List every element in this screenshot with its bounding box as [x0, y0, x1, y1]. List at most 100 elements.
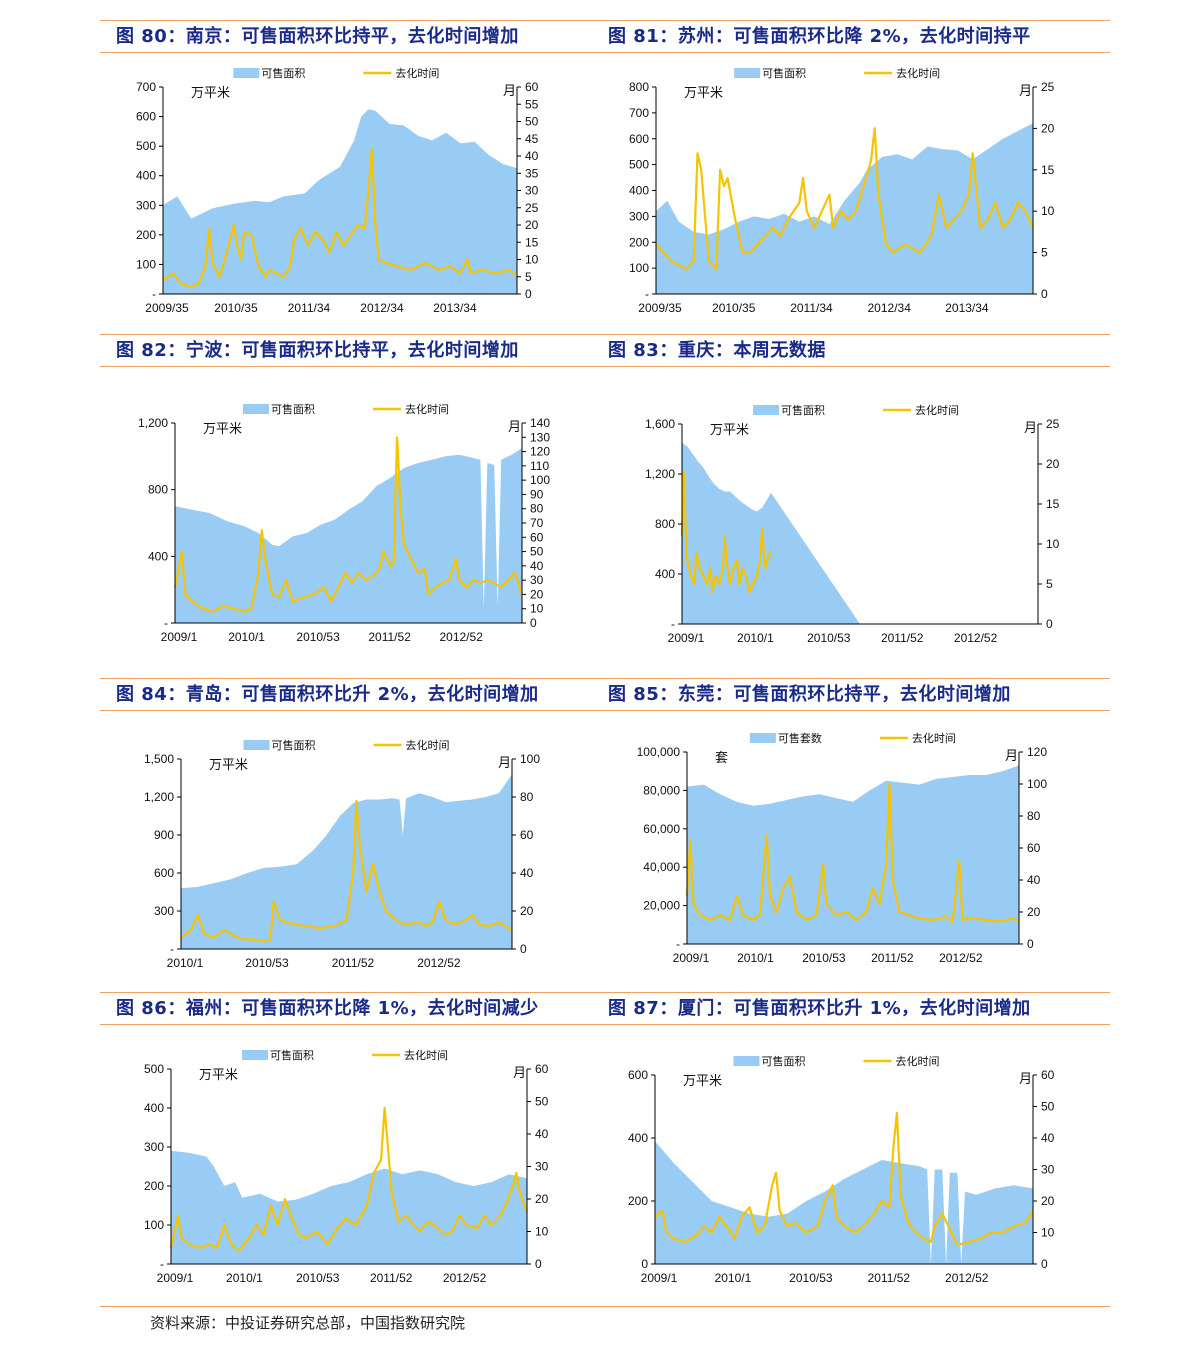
right-tick-label: 100 — [1027, 777, 1047, 791]
right-tick-label: 20 — [520, 904, 534, 918]
left-unit-label: 套 — [715, 750, 728, 766]
rule — [100, 334, 1110, 335]
x-tick-label: 2011/52 — [370, 1271, 413, 1285]
line-series — [655, 127, 1035, 271]
left-tick-label: 500 — [629, 158, 649, 172]
legend-label: 去化时间 — [896, 1054, 940, 1068]
legend-label: 去化时间 — [395, 66, 439, 80]
line-series — [169, 1106, 529, 1253]
chart-title: 图 82：宁波：可售面积环比持平，去化时间增加 — [116, 340, 519, 361]
right-tick-label: 0 — [530, 616, 537, 630]
chart-title: 图 81：苏州：可售面积环比降 2%，去化时间持平 — [608, 26, 1031, 47]
x-tick-label: 2010/35 — [214, 301, 258, 315]
right-tick-label: 10 — [535, 1225, 549, 1239]
x-tick-label: 2012/34 — [868, 301, 912, 315]
right-tick-label: 50 — [1041, 1100, 1055, 1114]
right-tick-label: 60 — [520, 828, 534, 842]
x-tick-label: 2010/1 — [226, 1271, 263, 1285]
legend-label: 可售面积 — [762, 66, 806, 80]
right-tick-label: 25 — [1046, 417, 1060, 431]
right-tick-label: 90 — [530, 487, 544, 501]
legend-label: 可售面积 — [270, 1048, 314, 1062]
area-series — [656, 123, 1033, 294]
left-unit-label: 万平米 — [199, 1068, 238, 1083]
left-tick-label: 600 — [628, 1068, 648, 1082]
chart-1: 800 700 600 500 400 300 200 100 - 25 20 15 10 5 0 2009/… — [629, 66, 1055, 315]
left-tick-label: 700 — [629, 106, 649, 120]
right-tick-label: 0 — [1046, 617, 1053, 631]
left-tick-label: 600 — [154, 866, 174, 880]
rule — [100, 710, 1110, 711]
x-tick-label: 2010/35 — [712, 301, 756, 315]
x-tick-label: 2009/1 — [157, 1271, 194, 1285]
right-tick-label: 20 — [535, 1192, 549, 1206]
right-tick-label: 70 — [530, 516, 544, 530]
left-tick-label: 1,500 — [144, 752, 174, 766]
right-tick-label: 35 — [525, 166, 539, 180]
right-tick-label: 40 — [1041, 1131, 1055, 1145]
right-tick-label: 10 — [530, 602, 544, 616]
chart-0: 700600500400300200100-605550454035302520… — [136, 66, 539, 315]
legend-area-swatch — [733, 1056, 760, 1066]
right-tick-label: 140 — [530, 416, 550, 430]
left-tick-label: 800 — [629, 80, 649, 94]
chart-5: 100,000 80,000 60,000 40,000 20,000 - 120 100 80… — [637, 731, 1048, 965]
right-tick-label: 0 — [1041, 1257, 1048, 1271]
legend-label: 去化时间 — [912, 731, 956, 745]
x-tick-label: 2012/52 — [417, 956, 461, 970]
right-tick-label: 5 — [525, 270, 532, 284]
left-unit-label: 万平米 — [191, 86, 230, 101]
left-tick-label: 500 — [136, 139, 156, 153]
left-tick-label: 300 — [154, 904, 174, 918]
line-series — [654, 1111, 1034, 1247]
chart-title: 图 84：青岛：可售面积环比升 2%，去化时间增加 — [116, 684, 539, 705]
left-tick-label: 100 — [629, 261, 649, 275]
area-series — [687, 765, 1019, 944]
left-tick-label: 1,200 — [138, 416, 168, 430]
area-series — [171, 1150, 527, 1264]
left-tick-label: 1,600 — [645, 417, 675, 431]
right-tick-label: 50 — [525, 115, 539, 129]
left-tick-label: 800 — [655, 517, 675, 531]
left-tick-label: 300 — [144, 1140, 164, 1154]
left-tick-label: 400 — [136, 169, 156, 183]
area-series — [181, 774, 512, 949]
left-tick-label: - — [671, 617, 675, 631]
left-tick-label: - — [645, 287, 649, 301]
rule — [100, 992, 1110, 993]
x-tick-label: 2010/53 — [807, 631, 851, 645]
right-tick-label: 60 — [1027, 841, 1041, 855]
line-series — [180, 799, 513, 943]
right-tick-label: 0 — [1041, 287, 1048, 301]
legend-label: 去化时间 — [404, 1048, 448, 1062]
right-unit-label: 月 — [1019, 1072, 1032, 1087]
x-tick-label: 2011/52 — [871, 951, 914, 965]
chart-title: 图 86：福州：可售面积环比降 1%，去化时间减少 — [116, 998, 539, 1019]
right-tick-label: 30 — [1041, 1163, 1055, 1177]
x-tick-label: 2012/52 — [443, 1271, 487, 1285]
x-tick-label: 2013/34 — [433, 301, 477, 315]
rule — [100, 678, 1110, 679]
legend-area-swatch — [749, 733, 776, 743]
right-tick-label: 60 — [535, 1062, 549, 1076]
right-tick-label: 40 — [520, 866, 534, 880]
legend-label: 去化时间 — [405, 402, 449, 416]
chart-3: 1,600 1,200 800 400 - 25 20 15 10 5 0 2009/1 2010/1 2… — [645, 403, 1060, 645]
rule — [100, 1306, 1110, 1307]
x-tick-label: 2011/34 — [790, 301, 833, 315]
right-tick-label: 100 — [530, 473, 550, 487]
right-tick-label: 40 — [535, 1127, 549, 1141]
left-tick-label: 400 — [655, 567, 675, 581]
left-tick-label: - — [160, 1257, 164, 1271]
x-tick-label: 2010/53 — [789, 1271, 833, 1285]
right-tick-label: 45 — [525, 132, 539, 146]
right-tick-label: 20 — [1046, 457, 1060, 471]
right-tick-label: 0 — [535, 1257, 542, 1271]
right-unit-label: 月 — [1024, 421, 1037, 436]
left-tick-label: 300 — [629, 209, 649, 223]
chart-2: 1,200800400-1401301201101009080706050403… — [138, 402, 550, 644]
left-tick-label: 500 — [144, 1062, 164, 1076]
